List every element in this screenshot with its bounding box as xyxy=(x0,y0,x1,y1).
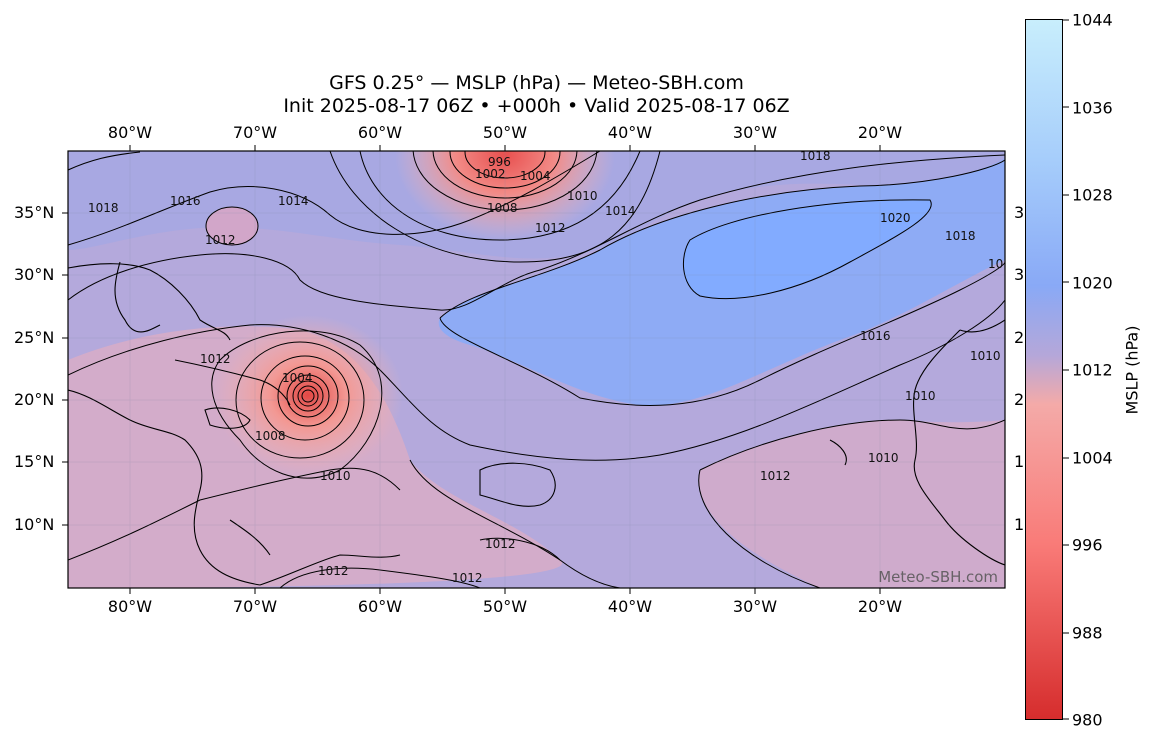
low-pressure-north xyxy=(395,151,615,240)
svg-text:1002: 1002 xyxy=(475,167,506,181)
svg-text:1010: 1010 xyxy=(905,389,936,403)
svg-text:1008: 1008 xyxy=(487,201,518,215)
svg-text:1018: 1018 xyxy=(945,229,976,243)
lat-tick-right: 3 xyxy=(1014,203,1025,222)
colorbar-tick: 1036 xyxy=(1072,98,1113,118)
lon-tick-top: 60°W xyxy=(357,123,403,142)
svg-text:1012: 1012 xyxy=(760,469,791,483)
svg-text:1012: 1012 xyxy=(318,564,349,578)
svg-text:1012: 1012 xyxy=(205,233,236,247)
lat-tick-right: 2 xyxy=(1014,390,1025,409)
chart-title: GFS 0.25° — MSLP (hPa) — Meteo-SBH.com xyxy=(329,72,744,94)
svg-text:1010: 1010 xyxy=(320,469,351,483)
lat-tick-left: 25°N xyxy=(14,328,55,347)
colorbar-tick: 1044 xyxy=(1072,10,1113,30)
lon-tick-bottom: 40°W xyxy=(607,597,653,616)
lon-tick-top: 80°W xyxy=(107,123,153,142)
svg-text:1004: 1004 xyxy=(282,371,313,385)
svg-text:1018: 1018 xyxy=(800,149,831,163)
tick-marks xyxy=(62,145,881,594)
lon-tick-top: 50°W xyxy=(482,123,528,142)
svg-text:1016: 1016 xyxy=(170,194,201,208)
svg-text:1012: 1012 xyxy=(200,352,231,366)
svg-text:1012: 1012 xyxy=(988,257,1019,271)
lat-tick-left: 15°N xyxy=(14,452,55,471)
watermark: Meteo-SBH.com xyxy=(878,568,998,586)
colorbar-tick: 1004 xyxy=(1072,448,1113,468)
colorbar-tick: 988 xyxy=(1072,623,1103,643)
colorbar-tick: 980 xyxy=(1072,710,1103,730)
contour-labels: 996 1004 1008 1010 1012 1014 1014 1012 1… xyxy=(88,149,1019,585)
svg-text:1012: 1012 xyxy=(485,537,516,551)
lat-tick-right: 3 xyxy=(1014,265,1025,284)
graticule xyxy=(68,151,1005,588)
lat-tick-right: 2 xyxy=(1014,328,1025,347)
lon-tick-bottom: 20°W xyxy=(857,597,903,616)
svg-text:1014: 1014 xyxy=(278,194,309,208)
svg-text:1004: 1004 xyxy=(520,169,551,183)
colorbar-tick: 1012 xyxy=(1072,360,1113,380)
svg-text:1012: 1012 xyxy=(535,221,566,235)
lat-tick-left: 10°N xyxy=(14,515,55,534)
svg-text:1014: 1014 xyxy=(605,204,636,218)
colorbar-tick: 1028 xyxy=(1072,185,1113,205)
lat-tick-left: 20°N xyxy=(14,390,55,409)
coastlines xyxy=(68,151,1005,586)
svg-text:1010: 1010 xyxy=(567,189,598,203)
colorbar-tick: 996 xyxy=(1072,535,1103,555)
svg-text:1010: 1010 xyxy=(970,349,1001,363)
colorbar-ticks xyxy=(1063,19,1069,720)
map-frame xyxy=(67,150,1006,589)
lat-tick-right: 1 xyxy=(1014,515,1025,534)
lon-tick-bottom: 50°W xyxy=(482,597,528,616)
colorbar-label: MSLP (hPa) xyxy=(1122,325,1142,415)
lat-tick-left: 30°N xyxy=(14,265,55,284)
lon-tick-top: 70°W xyxy=(232,123,278,142)
lat-tick-right: 1 xyxy=(1014,452,1025,471)
svg-text:1008: 1008 xyxy=(255,429,286,443)
chart-subtitle: Init 2025-08-17 06Z • +000h • Valid 2025… xyxy=(283,95,790,117)
isobars xyxy=(68,151,1005,588)
svg-text:1012: 1012 xyxy=(452,571,483,585)
svg-text:996: 996 xyxy=(488,155,511,169)
lon-tick-bottom: 60°W xyxy=(357,597,403,616)
lon-tick-bottom: 70°W xyxy=(232,597,278,616)
hurricane-low xyxy=(213,315,403,475)
lon-tick-bottom: 30°W xyxy=(732,597,778,616)
lat-tick-left: 35°N xyxy=(14,203,55,222)
svg-text:1016: 1016 xyxy=(860,329,891,343)
lon-tick-bottom: 80°W xyxy=(107,597,153,616)
svg-text:1010: 1010 xyxy=(868,451,899,465)
colorbar-tick: 1020 xyxy=(1072,273,1113,293)
svg-text:1018: 1018 xyxy=(88,201,119,215)
lon-tick-top: 30°W xyxy=(732,123,778,142)
lon-tick-top: 20°W xyxy=(857,123,903,142)
svg-text:1020: 1020 xyxy=(880,211,911,225)
lon-tick-top: 40°W xyxy=(607,123,653,142)
colorbar xyxy=(1025,19,1063,720)
